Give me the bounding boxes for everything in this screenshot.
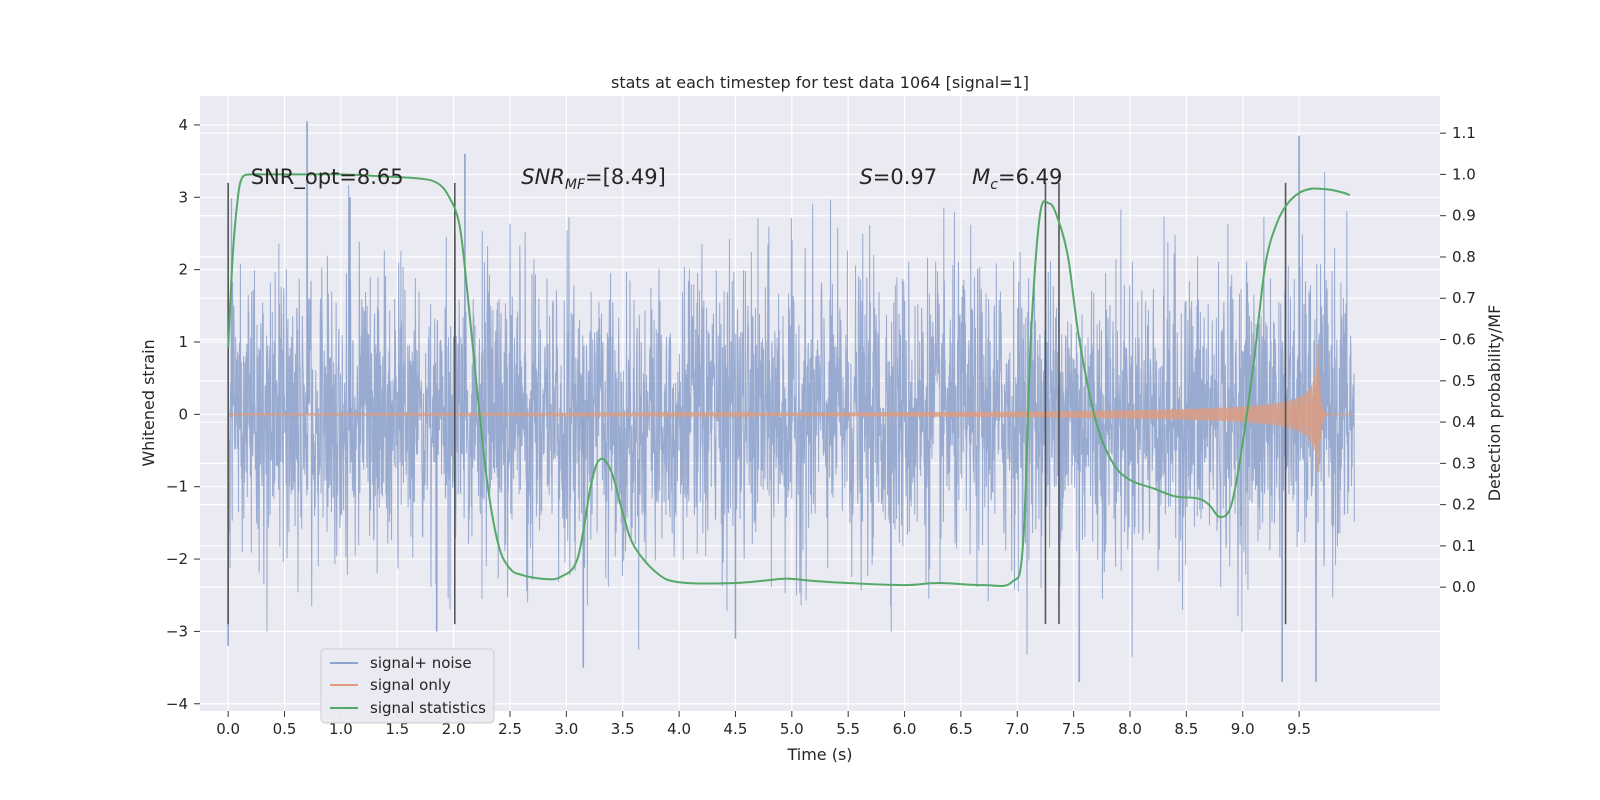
x-axis-ticks: 0.0 0.5 1.0 1.5 2.0 2.5 3.0 3.5 4.0 4.5 5.0 5.5 6.0 6… <box>216 711 1311 738</box>
x-tick-label-1: 0.5 <box>273 720 297 738</box>
signal-only-line <box>227 344 1355 473</box>
y2-tick-label-11: 0.0 <box>1452 578 1476 596</box>
signal-only-series <box>227 344 1355 473</box>
x-tick-label-4: 2.0 <box>442 720 466 738</box>
y-tick-label-7: −3 <box>166 622 188 640</box>
y-tick-label-8: −4 <box>166 695 188 713</box>
x-tick-label-2: 1.0 <box>329 720 353 738</box>
signal-statistics-line <box>227 173 1351 588</box>
x-tick-label-9: 4.5 <box>724 720 748 738</box>
y2-tick-label-1: 1.0 <box>1452 165 1476 183</box>
x-tick-label-8: 4.0 <box>667 720 691 738</box>
x-tick-label-17: 8.5 <box>1174 720 1198 738</box>
y-axis-ticks: 4 3 2 1 0 −1 −2 −3 −4 <box>166 116 200 713</box>
x-tick-label-15: 7.5 <box>1062 720 1086 738</box>
annotation-1: SNRMF=[8.49] <box>521 165 666 193</box>
x-tick-label-3: 1.5 <box>385 720 409 738</box>
legend-box <box>320 648 495 724</box>
y-tick-label-0: 4 <box>178 116 188 134</box>
y-axis-label: Whitened strain <box>139 339 158 466</box>
x-tick-label-14: 7.0 <box>1005 720 1029 738</box>
x-tick-label-13: 6.5 <box>949 720 973 738</box>
y-tick-label-1: 3 <box>178 188 188 206</box>
y2-axis-label: Detection probability/MF <box>1485 305 1504 502</box>
annotation-3: Mc=6.49 <box>972 165 1062 193</box>
y2-tick-label-5: 0.6 <box>1452 331 1476 349</box>
y2-tick-label-8: 0.3 <box>1452 454 1476 472</box>
y2-tick-label-6: 0.5 <box>1452 372 1476 390</box>
x-tick-label-19: 9.5 <box>1287 720 1311 738</box>
legend-label-signal-only: signal only <box>370 676 451 694</box>
y-tick-label-2: 2 <box>178 261 188 279</box>
annotation-2: S=0.97 <box>859 165 937 189</box>
y2-tick-label-4: 0.7 <box>1452 289 1476 307</box>
x-tick-label-12: 6.0 <box>893 720 917 738</box>
annotations: SNR_opt=8.65 SNRMF=[8.49] S=0.97 Mc=6.49 <box>251 165 1063 193</box>
chart-title: stats at each timestep for test data 106… <box>611 73 1029 92</box>
x-tick-label-0: 0.0 <box>216 720 240 738</box>
legend-label-signal-statistics: signal statistics <box>370 699 486 717</box>
y-tick-label-3: 1 <box>178 333 188 351</box>
y2-tick-label-7: 0.4 <box>1452 413 1476 431</box>
y-tick-label-4: 0 <box>178 405 188 423</box>
y2-tick-label-2: 0.9 <box>1452 207 1476 225</box>
legend-label-signal-noise: signal+ noise <box>370 654 472 672</box>
y2-tick-label-3: 0.8 <box>1452 248 1476 266</box>
x-tick-label-10: 5.0 <box>780 720 804 738</box>
x-tick-label-16: 8.0 <box>1118 720 1142 738</box>
y2-tick-label-0: 1.1 <box>1452 124 1476 142</box>
annotation-0: SNR_opt=8.65 <box>251 165 404 190</box>
x-tick-label-5: 2.5 <box>498 720 522 738</box>
y2-tick-label-9: 0.2 <box>1452 496 1476 514</box>
y-tick-label-5: −1 <box>166 478 188 496</box>
y2-tick-label-10: 0.1 <box>1452 537 1476 555</box>
x-axis-label: Time (s) <box>786 745 852 764</box>
x-tick-label-6: 3.0 <box>554 720 578 738</box>
signal-statistics-series <box>227 173 1351 588</box>
x-tick-label-11: 5.5 <box>836 720 860 738</box>
vertical-markers <box>227 182 1287 625</box>
x-tick-label-7: 3.5 <box>611 720 635 738</box>
y2-axis-ticks: 1.1 1.0 0.9 0.8 0.7 0.6 0.5 0.4 0.3 0.2 0.1 0.0 <box>1440 124 1476 596</box>
x-tick-label-18: 9.0 <box>1231 720 1255 738</box>
legend: signal+ noise signal only signal statist… <box>320 648 495 724</box>
y-tick-label-6: −2 <box>166 550 188 568</box>
